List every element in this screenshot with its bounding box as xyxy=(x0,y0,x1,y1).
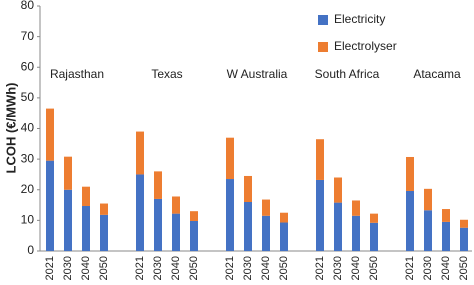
x-tick-label: 2030 xyxy=(62,256,74,280)
legend-label: Electrolyser xyxy=(334,39,397,53)
x-tick-label: 2021 xyxy=(134,256,146,280)
bar-segment xyxy=(424,210,432,251)
y-tick-label: 30 xyxy=(21,151,35,165)
x-tick-label: 2021 xyxy=(224,256,236,280)
bar-segment xyxy=(190,211,198,221)
y-tick-label: 60 xyxy=(21,59,35,73)
bar-segment xyxy=(460,227,468,251)
bar-segment xyxy=(154,171,162,199)
bar-segment xyxy=(334,202,342,251)
bar-segment xyxy=(334,177,342,203)
legend-swatch xyxy=(318,15,328,25)
bar-segment xyxy=(316,179,324,251)
y-axis-label: LCOH (€/MWh) xyxy=(3,83,18,174)
x-tick-label: 2030 xyxy=(422,256,434,280)
bar-segment xyxy=(406,156,414,191)
bar-segment xyxy=(280,212,288,223)
bar-segment xyxy=(244,175,252,202)
y-tick-label: 70 xyxy=(21,29,35,43)
bar-segment xyxy=(316,139,324,180)
y-tick-label: 10 xyxy=(21,213,35,227)
x-tick-label: 2030 xyxy=(332,256,344,280)
bar-segment xyxy=(64,189,72,251)
group-label: Texas xyxy=(151,67,182,81)
bar-segment xyxy=(352,200,360,216)
bar-segment xyxy=(226,137,234,180)
y-tick-label: 80 xyxy=(21,0,35,12)
bar-segment xyxy=(136,131,144,175)
bar-segment xyxy=(262,215,270,251)
bar-segment xyxy=(244,202,252,251)
group-label: Atacama xyxy=(413,67,461,81)
bar-segment xyxy=(46,108,54,161)
x-tick-label: 2050 xyxy=(368,256,380,280)
bar-segment xyxy=(370,213,378,223)
bar-segment xyxy=(100,203,108,215)
bar-segment xyxy=(352,215,360,251)
bar-segment xyxy=(442,221,450,251)
x-tick-label: 2040 xyxy=(80,256,92,280)
bar-segment xyxy=(226,179,234,251)
bar-segment xyxy=(406,190,414,251)
y-tick-label: 20 xyxy=(21,182,35,196)
x-tick-label: 2040 xyxy=(260,256,272,280)
x-tick-label: 2021 xyxy=(44,256,56,280)
x-tick-label: 2050 xyxy=(188,256,200,280)
x-tick-label: 2050 xyxy=(98,256,110,280)
y-tick-label: 40 xyxy=(21,121,35,135)
bar-segment xyxy=(370,222,378,251)
bar-segment xyxy=(136,174,144,251)
bar-segment xyxy=(64,156,72,190)
bar-segment xyxy=(442,209,450,222)
x-tick-label: 2040 xyxy=(440,256,452,280)
bar-segment xyxy=(82,186,90,206)
bar-segment xyxy=(172,213,180,251)
bar-segment xyxy=(46,160,54,251)
group-label: W Australia xyxy=(227,67,288,81)
bar-segment xyxy=(190,220,198,251)
bar-segment xyxy=(172,196,180,214)
legend-swatch xyxy=(318,42,328,52)
y-tick-label: 0 xyxy=(27,243,34,257)
x-tick-label: 2050 xyxy=(458,256,470,280)
bar-segment xyxy=(424,188,432,211)
bar-segment xyxy=(280,222,288,251)
x-tick-label: 2030 xyxy=(242,256,254,280)
bar-segment xyxy=(154,198,162,251)
x-tick-label: 2050 xyxy=(278,256,290,280)
bar-segment xyxy=(82,205,90,251)
bar-segment xyxy=(100,214,108,251)
x-tick-label: 2040 xyxy=(350,256,362,280)
x-tick-label: 2040 xyxy=(170,256,182,280)
group-label: Rajasthan xyxy=(50,67,104,81)
x-tick-label: 2030 xyxy=(152,256,164,280)
x-tick-label: 2021 xyxy=(404,256,416,280)
bar-segment xyxy=(262,199,270,216)
y-tick-label: 50 xyxy=(21,90,35,104)
bar-segment xyxy=(460,219,468,228)
x-tick-label: 2021 xyxy=(314,256,326,280)
legend-label: Electricity xyxy=(334,12,385,26)
group-label: South Africa xyxy=(315,67,380,81)
